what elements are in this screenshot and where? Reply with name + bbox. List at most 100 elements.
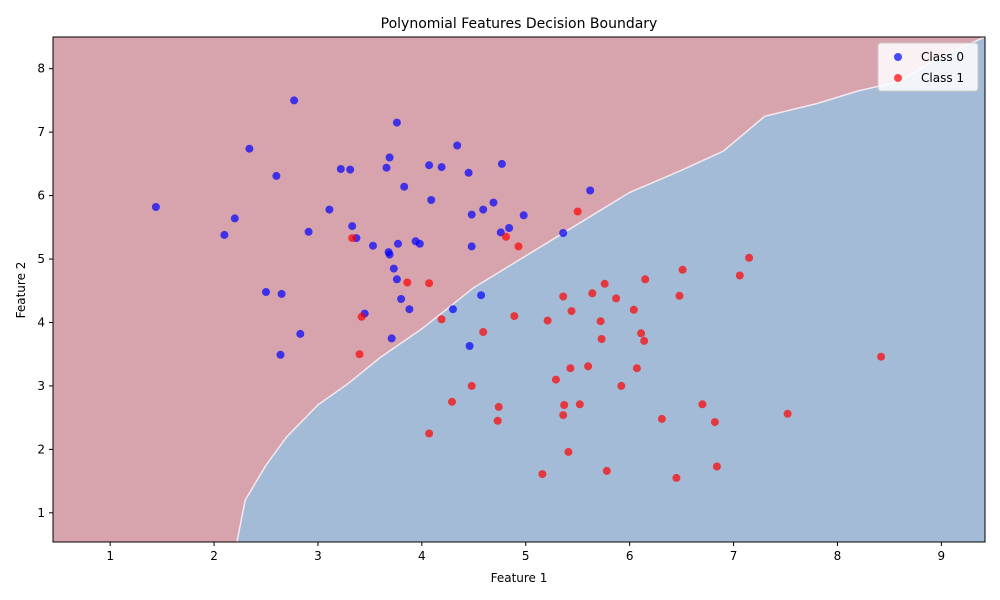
point-class-0-13: [400, 182, 409, 191]
point-class-1-9: [403, 278, 412, 287]
point-class-1-0: [573, 207, 582, 216]
x-tick-label-2: 2: [210, 549, 218, 563]
point-class-0-44: [449, 305, 457, 314]
data-points: [151, 96, 886, 482]
point-class-1-43: [710, 418, 719, 427]
point-class-0-26: [559, 229, 568, 237]
point-class-0-25: [496, 228, 505, 237]
legend: Class 0 Class 1: [877, 42, 979, 92]
legend-label-class-1: Class 1: [921, 71, 964, 85]
point-class-1-4: [745, 253, 754, 262]
point-class-0-11: [464, 168, 473, 177]
point-class-0-24: [505, 224, 514, 232]
point-class-0-19: [479, 205, 488, 214]
point-class-1-18: [357, 312, 366, 321]
point-class-1-12: [675, 291, 684, 300]
point-class-0-0: [290, 96, 299, 105]
point-class-0-47: [387, 334, 396, 343]
point-class-1-40: [783, 409, 792, 418]
point-class-0-5: [425, 161, 434, 170]
point-class-1-49: [672, 473, 681, 482]
point-class-1-17: [510, 312, 519, 321]
x-tick-label-6: 6: [626, 549, 634, 563]
point-class-1-45: [564, 447, 573, 456]
point-class-0-16: [151, 203, 160, 211]
point-class-1-38: [698, 400, 707, 409]
point-class-1-46: [712, 462, 721, 471]
point-class-1-19: [437, 315, 446, 324]
point-class-0-8: [336, 165, 345, 173]
point-class-0-2: [245, 144, 254, 153]
point-class-0-9: [346, 165, 355, 174]
decision-boundary-line: [236, 37, 985, 542]
point-class-0-10: [382, 163, 391, 172]
y-tick-label-1: 1: [37, 506, 45, 520]
point-class-0-46: [296, 329, 305, 338]
x-tick-label-9: 9: [938, 549, 946, 563]
point-class-1-3: [348, 234, 357, 243]
point-class-1-32: [467, 381, 476, 390]
point-class-1-41: [657, 414, 666, 423]
point-class-1-10: [425, 279, 434, 288]
x-axis-label: Feature 1: [491, 571, 548, 585]
legend-marker-class-1: [894, 74, 902, 82]
point-class-1-11: [588, 289, 597, 298]
point-class-0-4: [385, 153, 394, 162]
point-class-0-37: [389, 264, 398, 273]
x-tick-label-4: 4: [418, 549, 426, 563]
point-class-1-28: [584, 362, 593, 371]
y-tick-label-6: 6: [37, 189, 45, 203]
point-class-0-12: [272, 171, 281, 180]
point-class-0-22: [230, 214, 239, 223]
point-class-1-33: [617, 381, 626, 390]
point-class-1-7: [641, 275, 650, 284]
plot-area: [53, 37, 985, 542]
point-class-0-14: [586, 186, 595, 195]
class-1-region: [53, 37, 985, 542]
y-tick-label-5: 5: [37, 252, 45, 266]
point-class-1-29: [566, 364, 575, 373]
point-class-0-41: [397, 295, 406, 303]
point-class-1-42: [493, 416, 502, 425]
x-tick-label-8: 8: [834, 549, 842, 563]
plot-frame: [52, 36, 986, 543]
x-tick-label-3: 3: [314, 549, 322, 563]
point-class-0-42: [405, 305, 414, 314]
point-class-1-5: [678, 265, 687, 274]
point-class-1-26: [355, 350, 364, 359]
y-tick-label-8: 8: [37, 62, 45, 76]
y-axis-ticks: 1 2 3 4 5 6 7 8: [37, 62, 53, 520]
point-class-1-6: [735, 271, 744, 280]
y-tick-label-3: 3: [37, 379, 45, 393]
point-class-1-25: [640, 336, 649, 345]
point-class-1-8: [600, 279, 609, 288]
y-tick-label-4: 4: [37, 315, 45, 329]
point-class-1-13: [559, 292, 568, 301]
point-class-1-22: [479, 328, 488, 336]
point-class-1-21: [596, 317, 605, 326]
point-class-0-17: [325, 205, 334, 214]
point-class-0-3: [453, 141, 462, 150]
legend-label-class-0: Class 0: [921, 50, 964, 64]
point-class-0-15: [427, 196, 436, 204]
point-class-1-48: [538, 470, 547, 479]
point-class-0-38: [392, 275, 401, 284]
legend-marker-class-0: [894, 53, 902, 61]
y-axis-label: Feature 2: [14, 262, 28, 319]
point-class-0-7: [497, 159, 506, 168]
point-class-0-21: [519, 211, 528, 220]
point-class-1-14: [612, 294, 621, 303]
point-class-1-23: [637, 329, 646, 338]
point-class-1-44: [425, 429, 434, 438]
point-class-1-27: [877, 352, 886, 361]
point-class-0-49: [276, 350, 285, 359]
point-class-0-36: [385, 250, 394, 259]
point-class-1-15: [629, 305, 638, 314]
chart-title: Polynomial Features Decision Boundary: [381, 16, 658, 32]
point-class-0-30: [394, 239, 402, 248]
point-class-0-34: [467, 242, 476, 251]
point-class-0-27: [220, 230, 229, 239]
point-class-1-16: [567, 307, 576, 316]
point-class-1-36: [560, 401, 569, 409]
